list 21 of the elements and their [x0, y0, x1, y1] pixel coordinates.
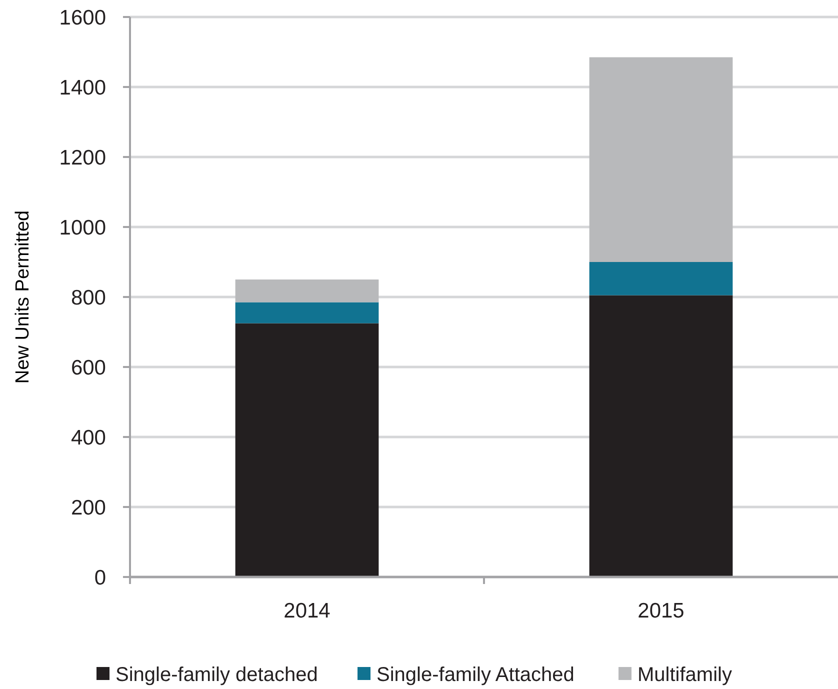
legend-label: Single-family Attached: [376, 664, 574, 686]
y-tick-label: 1400: [59, 76, 106, 100]
y-tick-label: 800: [70, 286, 106, 310]
bar: [235, 302, 379, 324]
y-axis-title: New Units Permitted: [12, 210, 34, 384]
bar: [235, 280, 379, 302]
y-tick-label: 0: [94, 566, 106, 590]
y-tick-label: 1200: [59, 146, 106, 170]
y-tick-label: 600: [70, 356, 106, 380]
legend-label: Single-family detached: [116, 664, 318, 686]
bar: [235, 323, 379, 577]
legend-label: Multifamily: [638, 664, 732, 686]
bar: [589, 262, 733, 296]
y-tick-label: 400: [70, 426, 106, 450]
bar: [589, 295, 733, 577]
x-tick-label: 2014: [284, 599, 331, 622]
bar: [589, 57, 733, 262]
y-tick-label: 1000: [59, 216, 106, 240]
x-tick-label: 2015: [638, 599, 684, 622]
y-tick-label: 1600: [59, 6, 106, 30]
y-tick-label: 200: [70, 496, 106, 520]
